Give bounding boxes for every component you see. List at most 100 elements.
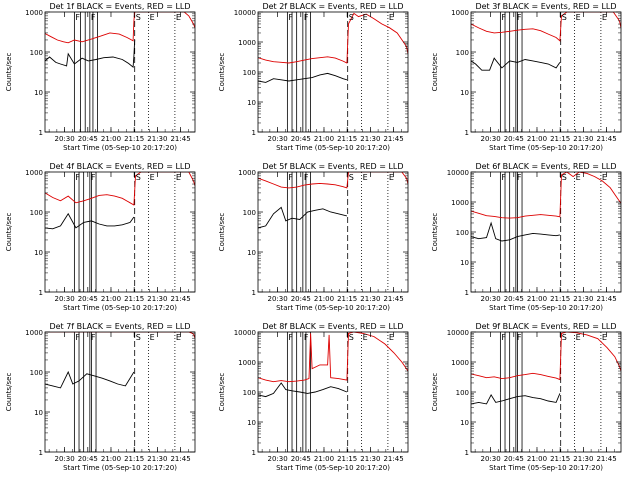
- y-tick-label: 1000: [238, 359, 256, 367]
- event-marker-label: S: [562, 13, 567, 22]
- event-marker-label: F: [501, 333, 506, 342]
- x-tick-label: 21:30: [360, 295, 380, 303]
- event-marker-label: E: [389, 13, 394, 22]
- flare-window-bar: [504, 12, 511, 132]
- detector-panel: Det 4f BLACK = Events, RED = LLD Counts/s…: [5, 162, 196, 312]
- x-tick-label: 21:30: [573, 135, 593, 143]
- flare-window-bar: [291, 12, 298, 132]
- x-tick-label: 21:00: [101, 135, 121, 143]
- flare-window-bar: [504, 172, 511, 292]
- y-tick-label: 1: [39, 289, 43, 297]
- event-marker-label: F: [304, 13, 309, 22]
- x-tick-label: 21:45: [596, 455, 616, 463]
- flare-window-bar: [291, 172, 298, 292]
- event-marker-label: E: [363, 333, 368, 342]
- lld-series-line: [471, 12, 621, 42]
- events-series-line: [258, 382, 348, 398]
- x-tick-label: 20:45: [291, 135, 311, 143]
- flare-window-bar: [78, 332, 85, 452]
- y-axis-label: Counts/sec: [431, 53, 439, 92]
- plot-frame: [257, 331, 409, 453]
- y-axis-label: Counts/sec: [5, 213, 13, 252]
- event-marker-label: E: [576, 173, 581, 182]
- x-tick-label: 20:45: [504, 135, 524, 143]
- y-tick-label: 1: [465, 449, 469, 457]
- flare-window-bar: [516, 332, 523, 452]
- x-tick-label: 21:30: [360, 135, 380, 143]
- y-tick-label: 10: [247, 249, 256, 257]
- lld-series-line: [45, 332, 195, 339]
- y-tick-label: 10: [247, 99, 256, 107]
- x-tick-label: 21:30: [360, 455, 380, 463]
- event-marker-label: F: [91, 13, 96, 22]
- plot-frame: [470, 331, 622, 453]
- event-marker-label: F: [288, 173, 293, 182]
- x-tick-label: 21:15: [124, 295, 144, 303]
- flare-window-bar: [92, 12, 98, 132]
- event-marker-label: E: [576, 333, 581, 342]
- y-tick-label: 10: [34, 249, 43, 257]
- x-tick-label: 21:30: [573, 455, 593, 463]
- panel-title: Det 9f BLACK = Events, RED = LLD: [475, 322, 616, 331]
- event-marker-label: E: [176, 173, 181, 182]
- events-series-line: [471, 57, 561, 71]
- x-axis-label: Start Time (05-Sep-10 20:17:20): [63, 464, 177, 472]
- event-marker-label: F: [517, 13, 522, 22]
- event-marker-label: E: [150, 173, 155, 182]
- y-tick-label: 10000: [234, 329, 256, 337]
- events-series-line: [45, 39, 136, 68]
- x-tick-label: 20:45: [504, 455, 524, 463]
- y-tick-label: 100: [30, 209, 43, 217]
- events-series-line: [471, 221, 560, 242]
- event-marker-label: E: [176, 333, 181, 342]
- y-tick-label: 10: [460, 419, 469, 427]
- y-tick-label: 10000: [447, 169, 469, 177]
- lld-series-line: [258, 12, 408, 64]
- x-tick-label: 20:30: [54, 455, 74, 463]
- x-tick-label: 21:00: [314, 295, 334, 303]
- event-marker-label: S: [349, 333, 354, 342]
- x-tick-label: 21:15: [337, 135, 357, 143]
- detector-panel: Det 9f BLACK = Events, RED = LLD Counts/s…: [431, 322, 622, 472]
- x-tick-label: 21:45: [383, 295, 403, 303]
- x-tick-label: 20:30: [480, 295, 500, 303]
- x-axis-label: Start Time (05-Sep-10 20:17:20): [489, 144, 603, 152]
- detector-panel: Det 8f BLACK = Events, RED = LLD Counts/s…: [218, 322, 409, 472]
- events-series-line: [258, 72, 348, 83]
- event-marker-label: E: [150, 13, 155, 22]
- event-marker-label: F: [517, 333, 522, 342]
- panel-title: Det 6f BLACK = Events, RED = LLD: [475, 162, 616, 171]
- events-series-line: [471, 393, 561, 405]
- event-marker-label: S: [136, 13, 141, 22]
- y-tick-label: 1: [252, 289, 256, 297]
- panel-title: Det 4f BLACK = Events, RED = LLD: [49, 162, 190, 171]
- event-marker-label: E: [389, 173, 394, 182]
- x-tick-label: 21:30: [147, 295, 167, 303]
- event-marker-label: F: [288, 333, 293, 342]
- flare-window-bar: [516, 12, 523, 132]
- x-tick-label: 20:30: [480, 455, 500, 463]
- event-marker-label: E: [602, 173, 607, 182]
- event-marker-label: F: [501, 13, 506, 22]
- flare-window-bar: [291, 332, 298, 452]
- flare-window-bar: [80, 12, 86, 132]
- panel-title: Det 7f BLACK = Events, RED = LLD: [49, 322, 190, 331]
- x-tick-label: 21:30: [147, 135, 167, 143]
- x-tick-label: 21:15: [124, 455, 144, 463]
- y-axis-label: Counts/sec: [431, 213, 439, 252]
- y-axis-label: Counts/sec: [218, 53, 226, 92]
- x-tick-label: 21:15: [337, 455, 357, 463]
- x-tick-label: 20:45: [504, 295, 524, 303]
- panel-title: Det 8f BLACK = Events, RED = LLD: [262, 322, 403, 331]
- y-tick-label: 10: [34, 409, 43, 417]
- x-tick-label: 21:30: [147, 455, 167, 463]
- x-tick-label: 21:15: [550, 295, 570, 303]
- x-tick-label: 20:30: [54, 295, 74, 303]
- y-tick-label: 1: [39, 449, 43, 457]
- flare-window-bar: [504, 332, 511, 452]
- y-tick-label: 100: [243, 209, 256, 217]
- event-marker-label: F: [75, 173, 80, 182]
- event-marker-label: S: [562, 173, 567, 182]
- event-marker-label: S: [136, 333, 141, 342]
- flare-window-bar: [78, 172, 85, 292]
